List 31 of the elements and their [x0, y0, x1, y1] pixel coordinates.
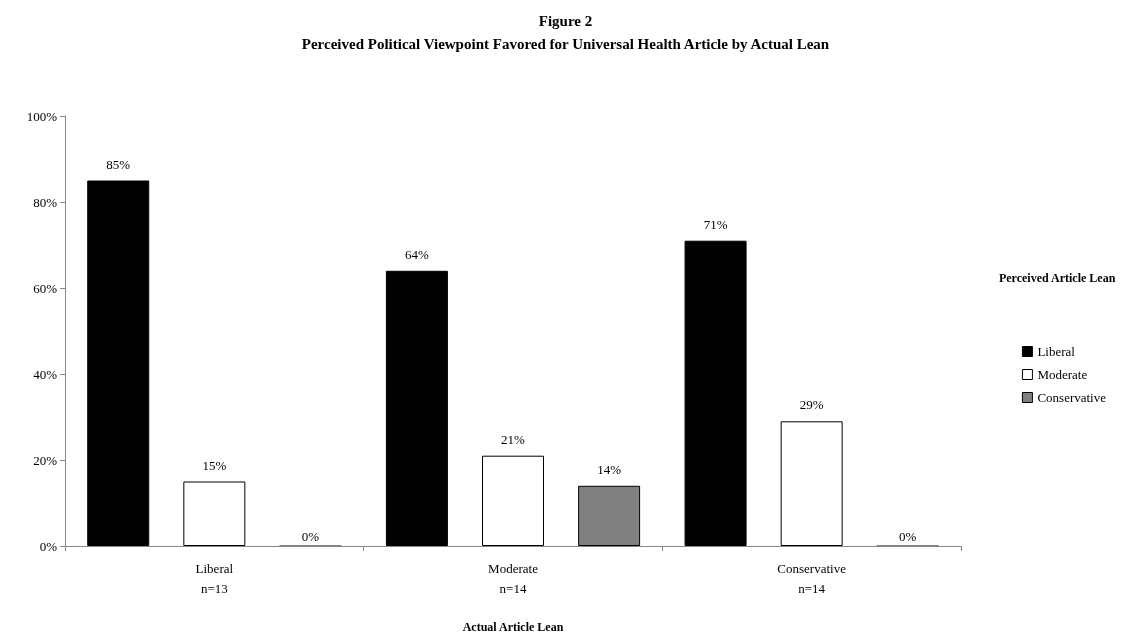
legend-label: Conservative	[1037, 390, 1107, 405]
bar	[780, 421, 843, 546]
y-tick-label: 40%	[33, 366, 58, 382]
bar	[183, 481, 246, 546]
data-label: 21%	[501, 431, 526, 447]
data-label: 85%	[106, 156, 131, 172]
data-label: 15%	[202, 457, 227, 473]
x-tick-label: Moderate n=14	[488, 560, 539, 596]
data-label: 0%	[301, 529, 320, 544]
x-tick-label: Conservative n=14	[777, 560, 847, 596]
bar	[684, 240, 747, 546]
data-label: 71%	[703, 216, 728, 232]
bar	[482, 455, 544, 546]
data-label: 29%	[799, 397, 824, 413]
bar	[385, 270, 448, 546]
y-tick-label: 20%	[33, 452, 58, 468]
y-tick-label: 100%	[26, 108, 58, 124]
y-tick-label: 60%	[33, 280, 58, 296]
legend-label: Moderate	[1037, 367, 1088, 382]
bar	[87, 180, 150, 546]
x-tick-label: Liberal n=13	[195, 560, 234, 596]
data-label: 64%	[404, 246, 429, 262]
y-tick-label: 0%	[39, 538, 58, 554]
chart-title: Figure 2	[538, 12, 593, 29]
legend-label: Liberal	[1037, 344, 1076, 359]
x-axis-title: Actual Article Lean	[462, 620, 564, 634]
chart-subtitle: Perceived Political Viewpoint Favored for Universal Health Article by Actual Lean	[301, 35, 830, 52]
data-label: 0%	[899, 529, 917, 544]
y-tick-label: 80%	[33, 194, 58, 210]
legend-title: Perceived Article Lean	[998, 271, 1116, 285]
data-label: 14%	[597, 461, 622, 477]
